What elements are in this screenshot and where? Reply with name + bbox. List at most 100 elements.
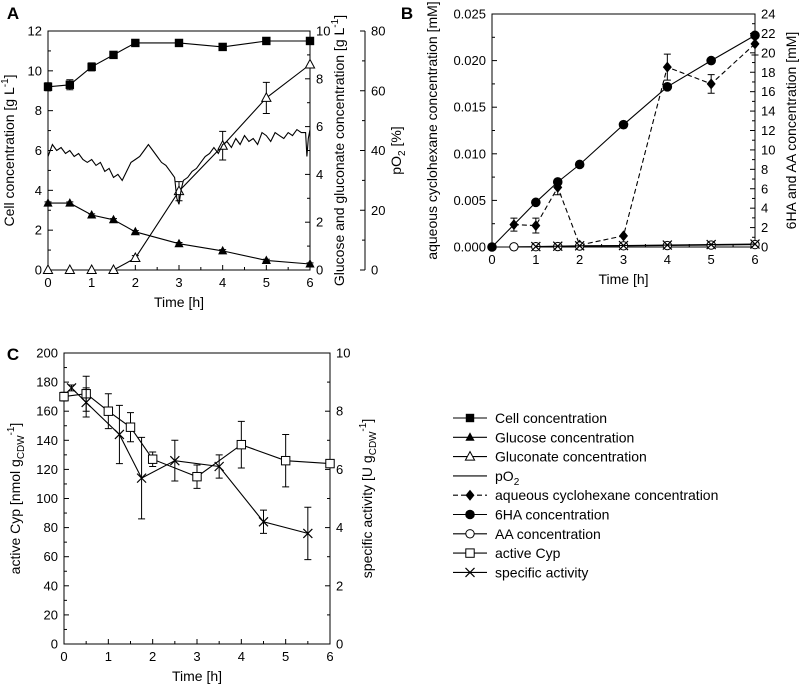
panel-a-glucose-concentration-point	[261, 255, 271, 264]
panel-b-aqueous-cyclohexane-concentration-point	[706, 78, 716, 90]
panel-b-6ha-concentration-line	[491, 34, 756, 248]
legend-po2-label-main: pO	[495, 468, 514, 484]
panel-a-y-left-tick-label: 10	[28, 63, 42, 78]
panel-a-y-left-tick-label: 12	[28, 24, 42, 39]
legend-gluconate-marker	[464, 450, 476, 461]
legend-gluconate-label: Gluconate concentration	[495, 449, 647, 465]
panel-a-glucose-concentration-point	[218, 245, 228, 255]
legend-activity-label: specific activity	[495, 564, 588, 580]
panel-b-baseline-point	[706, 239, 717, 250]
panel-c-active-cyp-point	[125, 422, 136, 432]
panel-a-x-tick-label: 3	[175, 275, 182, 290]
legend-cyp-label: active Cyp	[495, 545, 561, 561]
panel-c-y-left-label-sub: CDW	[16, 435, 27, 459]
panel-c-letter: C	[7, 345, 19, 364]
panel-b-y-right-tick-label: 8	[761, 162, 768, 177]
panel-c-y-right-tick-label: 6	[336, 462, 343, 477]
panel-c-specific-activity-point	[114, 429, 125, 440]
legend-cyp-marker	[465, 548, 475, 558]
panel-c-specific-activity-point	[81, 397, 92, 408]
panel-a-cell-concentration-point	[65, 80, 75, 89]
panel-a-y-right1-label-tail: ]	[331, 15, 347, 19]
panel-a-y-left-tick-label: 2	[35, 223, 42, 238]
panel-c-y-left-label: active Cyp [nmol gCDW-1]	[6, 423, 27, 575]
panel-a-glucose-concentration-point	[43, 198, 53, 207]
panel-b-y-right-tick-label: 12	[761, 123, 775, 138]
panel-b-aqueous-cyclohexane-concentration-line	[513, 43, 756, 246]
panel-a-gluconate-concentration-point	[304, 58, 316, 69]
panel-c-y-left-tick-label: 80	[44, 520, 58, 535]
panel-a-y-left-tick-label: 8	[35, 103, 42, 118]
panel-a-y-right2-label-main: pO	[388, 156, 404, 175]
panel-a-glucose-concentration-point	[174, 238, 184, 248]
panel-b-y-right-tick-label: 16	[761, 84, 775, 99]
panel-b-baseline-point	[530, 241, 541, 252]
panel-b-6ha-concentration-point	[662, 82, 673, 92]
panel-a-letter: A	[7, 4, 19, 23]
panel-b-6ha-concentration-point	[618, 119, 629, 130]
panel-c-y-left-tick-label: 20	[44, 607, 58, 622]
panel-b-letter: B	[401, 4, 413, 23]
panel-c-y-left-label-main: active Cyp [nmol g	[7, 459, 23, 574]
legend-cyclohexane-marker	[465, 489, 475, 501]
panel-c-y-right-label-main: specific activity [U g	[359, 455, 375, 578]
panel-a-y-right2-label: pO2 [%]	[388, 126, 408, 174]
panel-a-gluconate-concentration-point	[42, 263, 54, 274]
panel-c-y-left-tick-label: 140	[36, 433, 58, 448]
panel-a-y-right1-tick-label: 10	[316, 24, 330, 39]
panel-b-6ha-concentration-point	[531, 197, 541, 208]
panel-a-x-tick-label: 2	[132, 275, 139, 290]
panel-c-y-left-tick-label: 200	[36, 346, 58, 361]
panel-c-x-tick-label: 1	[105, 649, 112, 664]
panel-b-x-tick-label: 2	[576, 252, 583, 267]
panel-b-aqueous-cyclohexane-concentration-point	[662, 61, 672, 73]
panel-b-x-axis-label: Time [h]	[598, 271, 648, 287]
panel-b-y-right-tick-label: 18	[761, 65, 775, 80]
panel-a-y-right1-tick-label: 8	[316, 71, 323, 86]
panel-a-y-right2-tick-label: 80	[371, 24, 385, 39]
panel-c-y-left-tick-label: 160	[36, 404, 58, 419]
panel-a-po2-line	[47, 128, 311, 205]
panel-c-y-left-tick-label: 120	[36, 462, 58, 477]
panel-a-y-right1-label-sup: -1	[330, 18, 341, 27]
panel-b-baseline-point	[574, 240, 585, 251]
panel-b-y-left-tick-label: 0.005	[453, 193, 486, 208]
panel-a-y-left-tick-label: 0	[35, 263, 42, 278]
panel-b-plot-frame	[491, 13, 756, 248]
legend-glucose-marker	[465, 432, 475, 441]
panel-b-y-right-tick-label: 10	[761, 142, 775, 157]
legend-aa-marker	[465, 529, 475, 539]
panel-a-y-left-label-sup: -1	[0, 78, 11, 87]
panel-b-y-right-tick-label: 14	[761, 104, 775, 119]
panel-c-y-left-tick-label: 60	[44, 549, 58, 564]
panel-a-glucose-concentration-point	[130, 226, 140, 236]
panel-b-6ha-concentration-point	[487, 242, 497, 252]
panel-a-y-left-tick-label: 6	[35, 143, 42, 158]
panel-a-glucose-concentration-point	[108, 214, 119, 224]
panel-a-y-right2-label-sub: 2	[397, 150, 408, 156]
panel-c-y-right-tick-label: 10	[336, 346, 350, 361]
panel-a-y-left-label-main: Cell concentration [g L	[1, 87, 17, 227]
panel-c-y-right-tick-label: 2	[336, 578, 343, 593]
panel-c-x-tick-label: 4	[238, 649, 245, 664]
panel-c-y-right-tick-label: 0	[336, 637, 343, 652]
panel-b-baseline-point	[750, 239, 760, 250]
panel-a-glucose-concentration-point	[87, 210, 97, 219]
panel-a-x-tick-label: 4	[219, 275, 226, 290]
panel-a-y-right2-label-tail: [%]	[388, 126, 404, 150]
panel-c-active-cyp-point	[192, 471, 202, 482]
panel-a-gluconate-concentration-point	[64, 263, 76, 274]
panel-c-active-cyp-point	[59, 391, 69, 402]
panel-a-x-tick-label: 5	[263, 275, 270, 290]
panel-a-y-right2-tick-label: 20	[371, 203, 385, 218]
panel-a-glucose-concentration-point	[305, 259, 315, 268]
panel-a-cell-concentration-point	[131, 38, 140, 48]
panel-b-x-tick-label: 0	[488, 252, 495, 267]
panel-a-gluconate-concentration-point	[260, 91, 272, 102]
panel-b-x-tick-label: 1	[532, 252, 539, 267]
panel-b-baseline-point	[662, 240, 673, 250]
panel-b-y-right-tick-label: 2	[761, 220, 768, 235]
